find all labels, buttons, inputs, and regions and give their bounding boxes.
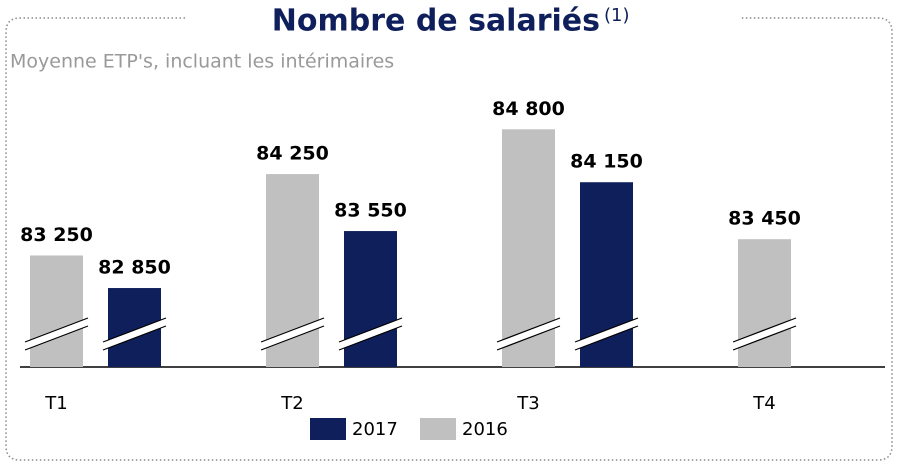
axis-break-line <box>338 325 403 351</box>
axis-break <box>25 318 88 350</box>
chart-title: Nombre de salariés <box>272 4 600 39</box>
axis-break-line <box>496 325 561 351</box>
axis-break <box>733 318 796 350</box>
axis-break-line <box>574 317 639 343</box>
bar <box>738 239 791 367</box>
data-label: 82 850 <box>98 257 171 279</box>
legend-label: 2016 <box>462 419 508 440</box>
axis-break-line <box>102 325 167 351</box>
legend-swatch <box>420 418 456 440</box>
axis-break-line <box>260 317 325 343</box>
bar <box>344 231 397 367</box>
data-label: 84 250 <box>256 143 329 165</box>
x-tick-label: T1 <box>44 393 67 414</box>
data-label: 84 800 <box>492 98 565 120</box>
x-tick-label: T3 <box>516 393 539 414</box>
axis-break <box>261 318 324 350</box>
axis-break-line <box>260 325 325 351</box>
legend-swatch <box>310 418 346 440</box>
title-note: (1) <box>604 5 630 26</box>
data-label: 83 550 <box>334 200 407 222</box>
x-tick-label: T2 <box>280 393 303 414</box>
x-tick-label: T4 <box>752 393 775 414</box>
axis-break-line <box>732 325 797 351</box>
subtitle: Moyenne ETP's, incluant les intérimaires <box>10 51 394 73</box>
legend-label: 2017 <box>352 419 398 440</box>
data-label: 83 450 <box>728 208 801 230</box>
data-label: 83 250 <box>20 224 93 246</box>
axis-break <box>339 318 402 350</box>
axis-break-line <box>102 317 167 343</box>
frame <box>5 17 893 461</box>
axis-break <box>497 318 560 350</box>
axis-break-line <box>574 325 639 351</box>
axis-break <box>575 318 638 350</box>
axis-break-line <box>338 317 403 343</box>
axis-break-line <box>496 317 561 343</box>
axis-break <box>103 318 166 350</box>
bar <box>30 255 83 367</box>
axis-break-line <box>732 317 797 343</box>
data-label: 84 150 <box>570 151 643 173</box>
axis-break-line <box>24 317 89 343</box>
axis-break-line <box>24 325 89 351</box>
